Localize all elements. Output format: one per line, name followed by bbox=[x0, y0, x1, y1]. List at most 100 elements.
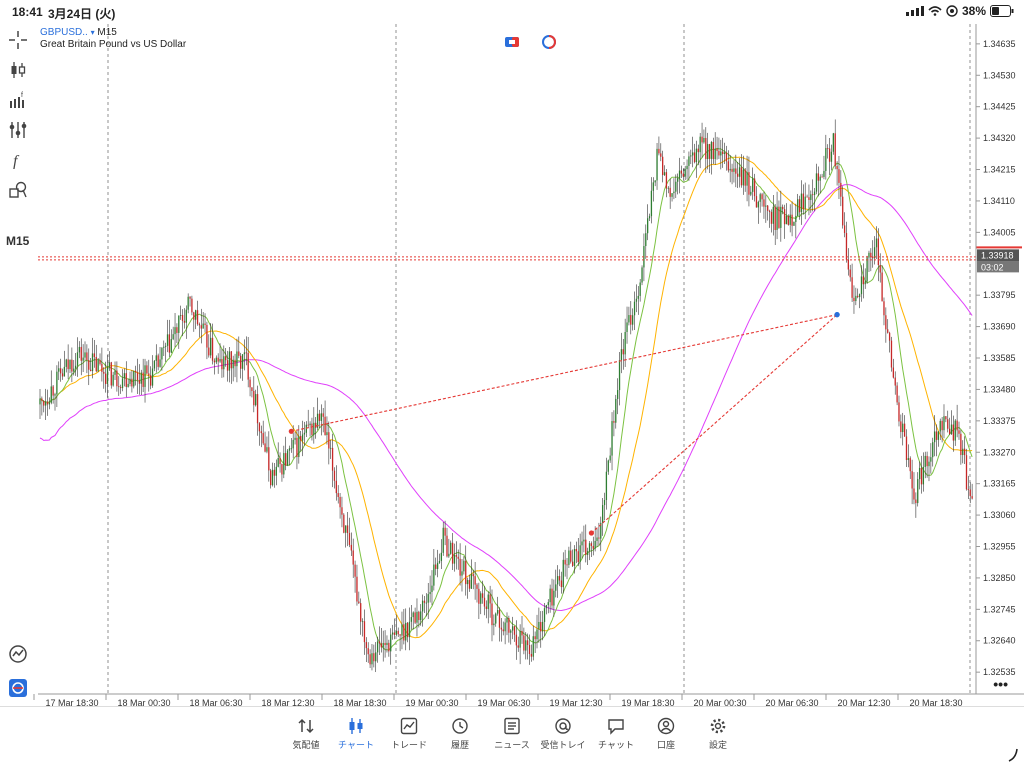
more-options-button[interactable]: ••• bbox=[993, 676, 1008, 692]
tab-settings[interactable]: 設定 bbox=[692, 717, 744, 751]
candle-body bbox=[729, 168, 731, 171]
candle-body bbox=[843, 225, 846, 233]
tab-chat[interactable]: チャット bbox=[590, 717, 642, 751]
candle-body bbox=[253, 390, 255, 406]
candle-body bbox=[476, 584, 478, 589]
candle-body bbox=[956, 420, 958, 431]
tab-quotes[interactable]: 気配値 bbox=[280, 717, 332, 751]
candle-body bbox=[812, 194, 814, 196]
tab-history[interactable]: 履歴 bbox=[434, 717, 486, 751]
candle-body bbox=[176, 327, 178, 333]
candle-body bbox=[892, 367, 895, 378]
candle-body bbox=[89, 369, 92, 372]
symbol-header[interactable]: GBPUSD.. ▾ M15 bbox=[40, 27, 117, 38]
candle-body bbox=[521, 630, 523, 636]
candle-body bbox=[217, 357, 219, 362]
symbol-description: Great Britain Pound vs US Dollar bbox=[40, 39, 187, 50]
candles-icon[interactable] bbox=[6, 58, 30, 82]
function-icon[interactable]: f bbox=[6, 148, 30, 172]
candle-body bbox=[328, 432, 330, 449]
candle-body bbox=[797, 199, 799, 216]
tab-label: トレード bbox=[390, 740, 427, 750]
tab-trade[interactable]: トレード bbox=[383, 717, 435, 751]
candle-body bbox=[680, 170, 683, 174]
settings-sliders-icon[interactable] bbox=[6, 118, 30, 142]
candle-body bbox=[866, 257, 868, 282]
candle-body bbox=[485, 606, 488, 609]
candle-body bbox=[478, 588, 480, 604]
candle-body bbox=[165, 345, 167, 347]
tab-account[interactable]: 口座 bbox=[640, 717, 692, 751]
trading-signals-icon[interactable] bbox=[6, 642, 30, 666]
time-axis-label: 20 Mar 12:30 bbox=[837, 698, 890, 706]
shapes-icon[interactable] bbox=[6, 178, 30, 202]
symbol-name[interactable]: GBPUSD.. bbox=[40, 27, 88, 38]
candle-body bbox=[423, 600, 426, 603]
signal-indicator-icon[interactable] bbox=[542, 35, 556, 49]
candle-body bbox=[258, 423, 261, 432]
candle-body bbox=[905, 436, 908, 461]
one-click-trade-icon[interactable] bbox=[505, 35, 519, 49]
candle-body bbox=[56, 371, 58, 395]
indicators-icon[interactable]: f bbox=[6, 88, 30, 112]
price-axis-label: 1.32535 bbox=[983, 667, 1016, 677]
price-axis-label: 1.33690 bbox=[983, 322, 1016, 332]
candle-body bbox=[750, 191, 752, 195]
bottom-tab-bar: 気配値 チャート トレード 履歴 ニュース 受信トレイ チャット 口座 設定 bbox=[0, 706, 1024, 769]
candle-body bbox=[506, 618, 508, 623]
candle-body bbox=[598, 537, 600, 539]
app-logo-icon[interactable] bbox=[6, 676, 30, 700]
candle-body bbox=[500, 627, 503, 630]
candle-body bbox=[562, 559, 564, 588]
candle-body bbox=[530, 653, 533, 657]
crosshair-icon[interactable] bbox=[6, 28, 30, 52]
candle-body bbox=[384, 642, 386, 646]
candle-body bbox=[532, 636, 534, 657]
candle-body bbox=[346, 525, 349, 534]
candle-body bbox=[144, 365, 146, 387]
tab-mail[interactable]: 受信トレイ bbox=[537, 717, 589, 751]
candle-body bbox=[888, 332, 891, 341]
status-date: 3月24日 (火) bbox=[48, 7, 116, 21]
candle-body bbox=[752, 178, 754, 192]
price-chart[interactable]: 1.33918 03:02 1.34635 1.34530 1.34425 1.3432… bbox=[0, 0, 1024, 706]
candle-body bbox=[180, 314, 182, 316]
candle-body bbox=[131, 378, 133, 387]
tab-chart[interactable]: チャート bbox=[330, 717, 382, 751]
candle-body bbox=[731, 168, 733, 172]
candle-body bbox=[767, 205, 769, 211]
candle-body bbox=[108, 362, 111, 367]
candle-body bbox=[857, 295, 859, 298]
candle-body bbox=[579, 545, 581, 563]
candle-body bbox=[798, 199, 801, 213]
candle-body bbox=[303, 432, 306, 435]
candle-body bbox=[241, 354, 244, 369]
candle-body bbox=[757, 201, 759, 208]
candle-body bbox=[483, 597, 486, 607]
candle-body bbox=[932, 442, 934, 458]
candle-body bbox=[528, 645, 531, 654]
symbol-dropdown-icon[interactable]: ▾ bbox=[90, 28, 95, 37]
candle-body bbox=[611, 421, 613, 456]
candle-body bbox=[918, 467, 921, 480]
candle-body bbox=[860, 276, 863, 295]
candle-body bbox=[298, 436, 300, 458]
candle-body bbox=[125, 373, 127, 387]
candle-body bbox=[836, 166, 838, 170]
candle-body bbox=[692, 152, 694, 156]
candle-body bbox=[307, 424, 309, 426]
candle-body bbox=[832, 133, 834, 152]
candle-body bbox=[881, 272, 883, 302]
candle-body bbox=[420, 611, 422, 621]
timeframe-button[interactable]: M15 bbox=[6, 234, 30, 248]
candle-body bbox=[847, 259, 849, 270]
tab-news[interactable]: ニュース bbox=[486, 717, 538, 751]
candle-body bbox=[898, 402, 900, 422]
candle-body bbox=[954, 420, 956, 441]
current-price-label: 1.33918 bbox=[981, 250, 1014, 260]
signal-icon bbox=[905, 6, 924, 16]
candle-body bbox=[534, 636, 536, 640]
candle-body bbox=[268, 447, 270, 471]
candle-body bbox=[245, 352, 247, 354]
candle-body bbox=[493, 623, 495, 626]
